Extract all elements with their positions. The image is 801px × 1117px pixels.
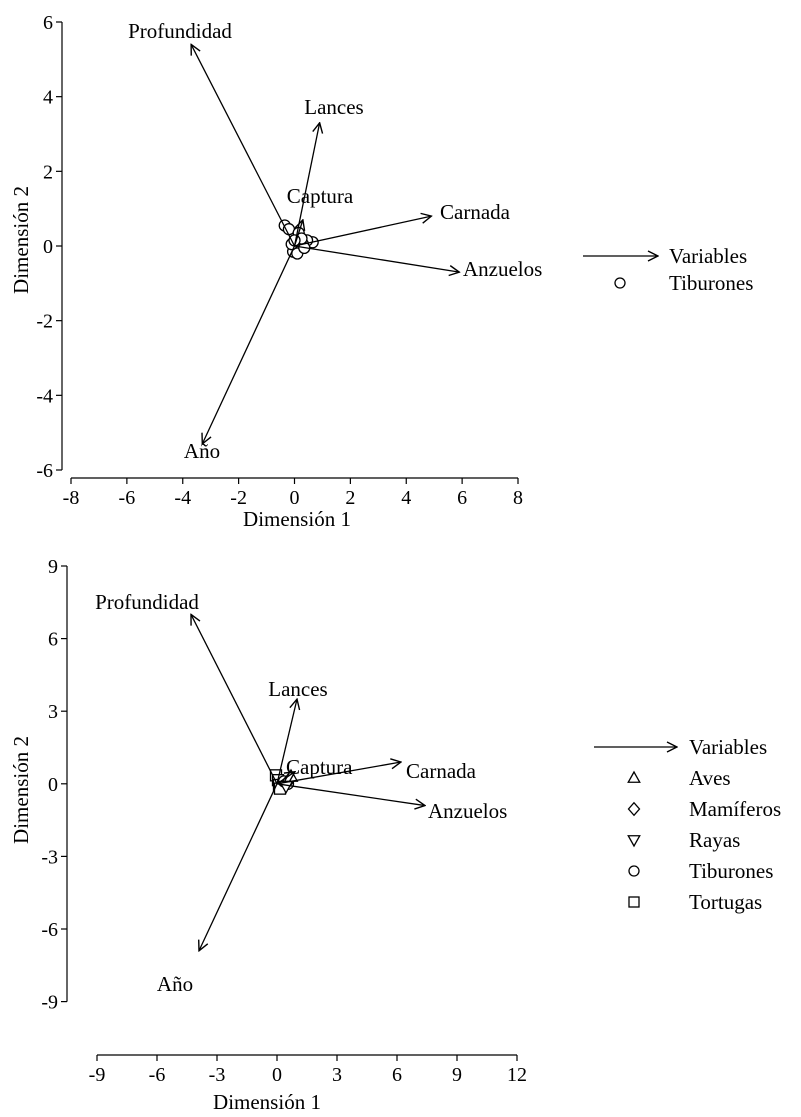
y-axis-title: Dimensión 2	[9, 736, 33, 844]
x-tick-label: -4	[174, 487, 191, 509]
legend-label-tiburones: Tiburones	[689, 859, 773, 883]
y-tick-label: 9	[48, 556, 58, 578]
vector-label-profundidad: Profundidad	[128, 19, 232, 43]
vector-label-carnada: Carnada	[440, 200, 511, 224]
y-tick-label: -6	[41, 919, 58, 941]
x-tick-label: 9	[452, 1064, 462, 1086]
vector-arrow-ano	[202, 245, 296, 444]
x-tick-label: 3	[332, 1064, 342, 1086]
legend-label-aves: Aves	[689, 766, 731, 790]
legend-triangle-down-icon	[627, 835, 641, 848]
legend-square-icon	[628, 896, 640, 908]
vector-arrow-captura	[276, 772, 295, 785]
x-axis-title: Dimensión 1	[243, 507, 351, 531]
legend-circle-icon	[614, 277, 626, 289]
y-tick-label: -2	[36, 311, 53, 333]
y-axis-title: Dimensión 2	[9, 186, 33, 294]
x-tick-label: 0	[290, 487, 300, 509]
x-tick-label: 6	[457, 487, 467, 509]
vector-label-ano: Año	[157, 972, 193, 996]
x-tick-label: -8	[63, 487, 80, 509]
x-tick-label: 6	[392, 1064, 402, 1086]
biplot-panel-tiburones: -8 -6 -4 -2 0 2 4 6 8 -6 -4 -2 0 2 4 6 Dimensión 1 Dimens…	[9, 12, 753, 531]
vector-arrow-lances	[276, 699, 297, 784]
vector-label-captura: Captura	[287, 184, 354, 208]
legend-circle-icon	[628, 865, 640, 877]
x-tick-label: 12	[507, 1064, 527, 1086]
x-tick-label: 0	[272, 1064, 282, 1086]
y-tick-label: -9	[41, 992, 58, 1014]
vector-label-anzuelos: Anzuelos	[428, 799, 507, 823]
y-tick-label: 0	[43, 236, 53, 258]
vector-arrow-captura	[293, 220, 303, 247]
vector-arrow-profundidad	[191, 44, 296, 247]
y-tick-label: 6	[48, 629, 58, 651]
vector-label-carnada: Carnada	[406, 759, 477, 783]
x-tick-label: -3	[209, 1064, 226, 1086]
y-tick-label: 4	[43, 87, 53, 109]
vector-arrow-carnada	[294, 216, 432, 247]
vector-label-ano: Año	[184, 439, 220, 463]
y-tick-label: -4	[36, 385, 53, 407]
y-tick-label: -6	[36, 460, 53, 482]
y-tick-label: 3	[48, 701, 58, 723]
x-tick-label: 4	[401, 487, 411, 509]
x-tick-label: 8	[513, 487, 523, 509]
vector-label-profundidad: Profundidad	[95, 590, 199, 614]
x-tick-label: -9	[89, 1064, 106, 1086]
legend-label-rayas: Rayas	[689, 828, 740, 852]
vector-arrow-profundidad	[191, 614, 278, 785]
x-tick-label: -2	[230, 487, 247, 509]
vector-label-anzuelos: Anzuelos	[463, 257, 542, 281]
vector-arrow-anzuelos	[276, 783, 425, 806]
vector-arrow-carnada	[276, 762, 401, 785]
biplot-panel-all-groups: -9 -6 -3 0 3 6 9 12 -9 -6 -3 0 3 6 9 Dimensión 1 Dimensi…	[9, 556, 781, 1114]
vector-label-lances: Lances	[268, 677, 327, 701]
y-tick-label: 6	[43, 12, 53, 34]
legend-label-tortugas: Tortugas	[689, 890, 762, 914]
y-tick-label: -3	[41, 846, 58, 868]
x-tick-label: -6	[149, 1064, 166, 1086]
legend: Variables Aves Mamíferos Rayas Tiburones Tort…	[594, 735, 781, 914]
y-tick-label: 2	[43, 161, 53, 183]
x-axis-title: Dimensión 1	[213, 1090, 321, 1114]
vector-arrow-ano	[199, 783, 278, 951]
legend-label-variables: Variables	[689, 735, 767, 759]
legend-triangle-up-icon	[627, 770, 641, 783]
legend-diamond-icon	[627, 801, 641, 817]
legend-label-mamiferos: Mamíferos	[689, 797, 781, 821]
y-tick-label: 0	[48, 774, 58, 796]
legend-label-tiburones: Tiburones	[669, 271, 753, 295]
legend-label-variables: Variables	[669, 244, 747, 268]
vector-arrow-anzuelos	[294, 245, 460, 272]
x-tick-label: 2	[345, 487, 355, 509]
x-tick-label: -6	[119, 487, 136, 509]
legend: Variables Tiburones	[583, 244, 753, 295]
vector-label-lances: Lances	[304, 95, 363, 119]
vector-label-captura: Captura	[286, 755, 353, 779]
